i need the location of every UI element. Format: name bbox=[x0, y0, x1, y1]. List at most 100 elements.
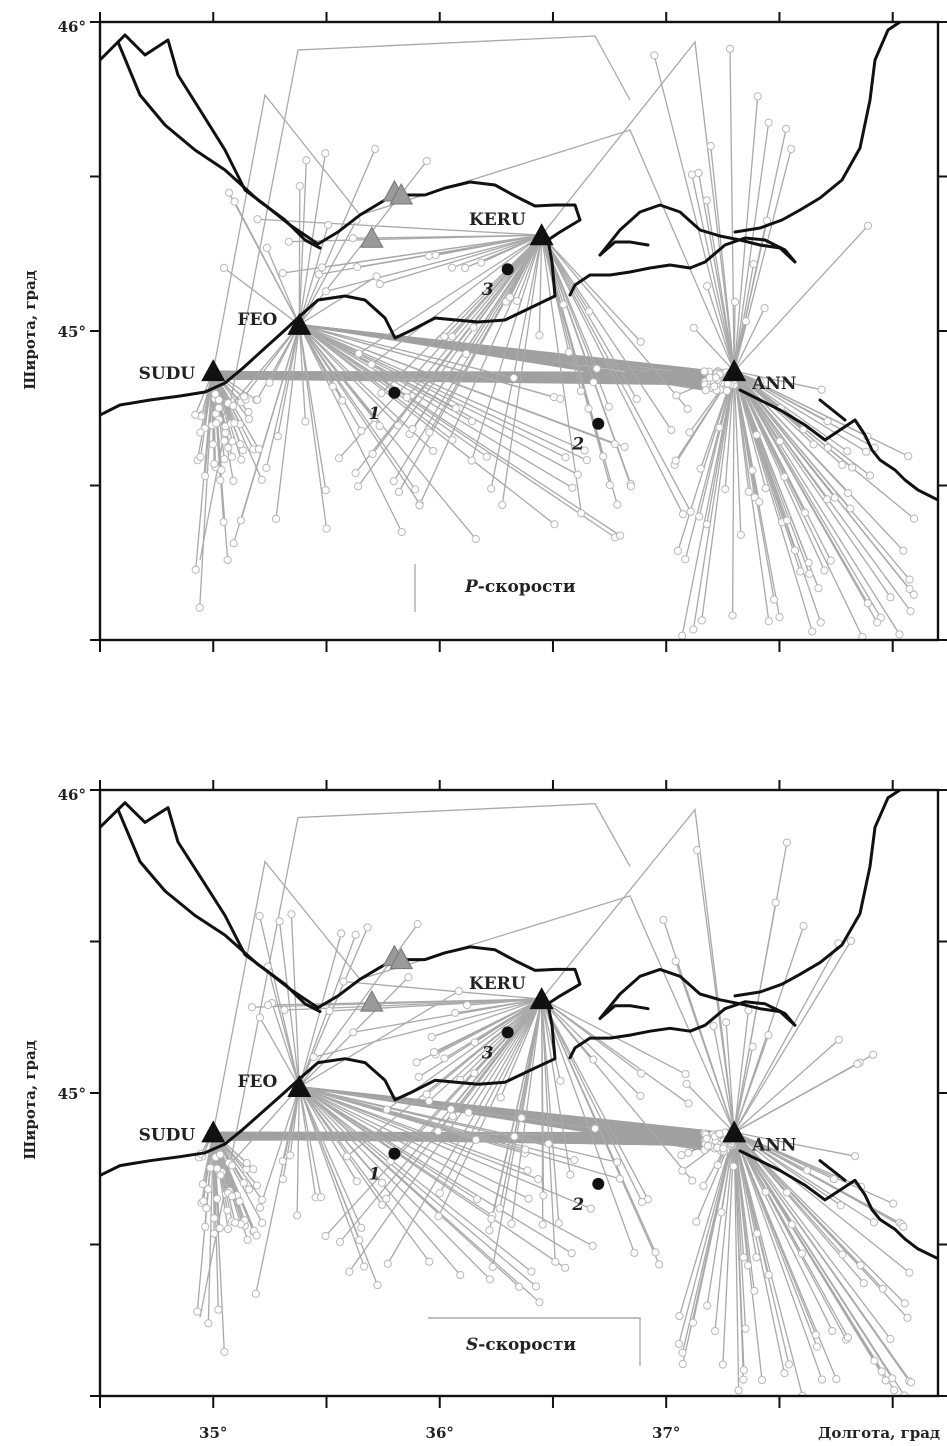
ray-path bbox=[681, 371, 735, 636]
event-marker bbox=[216, 1171, 225, 1180]
ray-path bbox=[510, 998, 543, 1224]
event-marker bbox=[462, 1000, 472, 1010]
event-marker bbox=[878, 1284, 888, 1293]
panel-caption-text: -скорости bbox=[478, 1335, 576, 1355]
event-marker bbox=[725, 44, 735, 53]
ray-path bbox=[299, 324, 566, 458]
event-marker bbox=[736, 530, 745, 539]
ray-path bbox=[298, 1086, 365, 1267]
event-marker bbox=[722, 386, 732, 396]
ray-path bbox=[733, 1034, 770, 1133]
ray-path bbox=[541, 234, 642, 343]
event-marker bbox=[230, 419, 239, 428]
event-marker bbox=[236, 440, 245, 449]
ray-path bbox=[379, 234, 542, 285]
event-marker bbox=[278, 1156, 287, 1166]
coastline-segment bbox=[818, 398, 847, 422]
event-marker bbox=[412, 1058, 421, 1067]
event-marker bbox=[769, 595, 779, 604]
event-marker bbox=[703, 1301, 712, 1310]
event-marker bbox=[487, 1215, 496, 1224]
ray-path bbox=[288, 234, 542, 243]
event-marker bbox=[464, 1108, 473, 1117]
event-marker bbox=[230, 197, 239, 206]
event-marker bbox=[811, 1330, 820, 1340]
event-marker bbox=[889, 1199, 898, 1208]
event-marker bbox=[382, 1105, 391, 1114]
ray-path bbox=[222, 374, 717, 385]
event-marker bbox=[278, 268, 287, 278]
event-marker bbox=[651, 1248, 660, 1257]
event-marker bbox=[905, 584, 914, 594]
event-marker bbox=[378, 1200, 387, 1209]
event-marker bbox=[255, 1203, 265, 1212]
event-marker bbox=[448, 332, 457, 341]
coastline-segment bbox=[398, 180, 582, 242]
ray-path bbox=[298, 324, 616, 538]
ray-path bbox=[299, 1086, 549, 1145]
event-marker bbox=[577, 509, 586, 518]
event-marker bbox=[709, 1021, 718, 1031]
event-marker bbox=[550, 520, 559, 529]
event-marker bbox=[781, 124, 791, 133]
event-marker bbox=[764, 1270, 773, 1279]
event-marker bbox=[717, 1208, 726, 1217]
station-label-ann: ANN bbox=[751, 374, 796, 394]
ray-path bbox=[266, 247, 300, 326]
panel-caption-letter: P bbox=[464, 577, 479, 597]
event-marker bbox=[741, 1324, 750, 1333]
station-label-keru: KERU bbox=[469, 210, 526, 230]
ray-path bbox=[299, 324, 585, 452]
ray-path bbox=[431, 998, 542, 1038]
event-marker bbox=[850, 1152, 860, 1161]
event-marker bbox=[678, 631, 687, 640]
event-marker bbox=[800, 508, 809, 517]
coastline-segment bbox=[733, 790, 902, 998]
event-marker bbox=[357, 1223, 366, 1232]
event-marker bbox=[527, 1267, 536, 1276]
event-marker bbox=[803, 1166, 812, 1175]
event-marker bbox=[220, 455, 229, 464]
event-marker bbox=[771, 898, 780, 907]
event-marker bbox=[650, 51, 659, 60]
event-marker bbox=[273, 432, 282, 441]
event-marker bbox=[512, 296, 522, 306]
ray-path bbox=[733, 1132, 817, 1336]
point-marker-3 bbox=[501, 263, 514, 276]
event-marker bbox=[702, 1134, 711, 1143]
event-marker bbox=[242, 1158, 251, 1168]
event-marker bbox=[677, 1150, 686, 1160]
event-marker bbox=[235, 1197, 244, 1206]
event-marker bbox=[251, 1289, 260, 1298]
event-marker bbox=[212, 419, 221, 428]
event-marker bbox=[253, 395, 262, 404]
point-label-1: 1 bbox=[369, 404, 381, 424]
event-marker bbox=[523, 1166, 532, 1175]
ray-path bbox=[678, 1132, 735, 1317]
map-frame bbox=[98, 788, 940, 1398]
event-marker bbox=[427, 1032, 436, 1042]
station-triangle-ann bbox=[722, 359, 747, 382]
event-marker bbox=[678, 510, 688, 519]
ray-path bbox=[298, 1086, 537, 1287]
ray-path bbox=[433, 998, 542, 1053]
event-marker bbox=[846, 504, 855, 513]
event-marker bbox=[353, 263, 362, 272]
ray-path bbox=[541, 998, 641, 1097]
ray-path bbox=[220, 1086, 300, 1176]
event-marker bbox=[683, 404, 692, 414]
ray-path bbox=[733, 370, 882, 619]
ray-path bbox=[541, 999, 560, 1224]
event-marker bbox=[715, 423, 724, 432]
event-marker bbox=[570, 1155, 579, 1165]
coastline-segment bbox=[818, 1159, 847, 1182]
event-marker bbox=[699, 1181, 708, 1190]
event-marker bbox=[314, 270, 323, 279]
event-marker bbox=[487, 484, 496, 493]
point-marker-1 bbox=[388, 1147, 401, 1160]
ray-path bbox=[733, 1063, 858, 1133]
event-marker bbox=[448, 1112, 457, 1121]
event-marker bbox=[357, 426, 366, 435]
ray-paths bbox=[196, 803, 912, 1396]
event-marker bbox=[703, 282, 712, 291]
